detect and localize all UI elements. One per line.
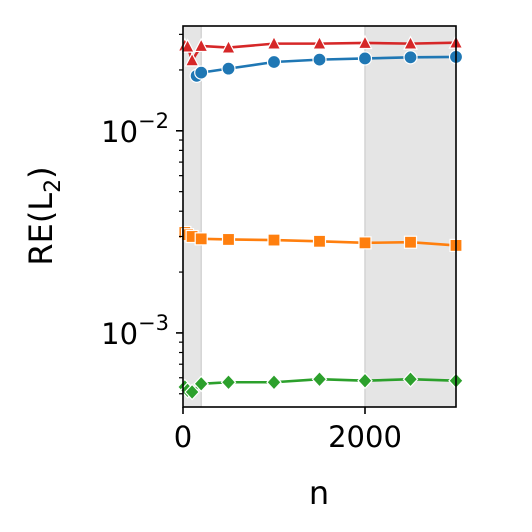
x-tick-label-1: 2000	[328, 420, 402, 454]
series-2-point-6	[312, 234, 327, 248]
series-0-point-6	[312, 35, 327, 50]
series-0-point-3	[193, 37, 209, 53]
x-tick-label-0: 0	[174, 420, 192, 454]
series-3-point-2	[184, 383, 200, 401]
series-1	[189, 49, 464, 83]
series-1-point-5	[357, 51, 373, 66]
y-axis-label-close: )	[22, 166, 60, 178]
series-3	[176, 370, 464, 401]
series-0-point-1	[180, 38, 196, 53]
series-3-point-8	[402, 370, 419, 388]
series-2-point-8	[403, 235, 418, 249]
y-tick-exp-1: −2	[138, 109, 169, 133]
series-1-point-1	[194, 65, 209, 80]
series-3-point-5	[266, 373, 282, 391]
series-3-point-4	[220, 373, 237, 391]
y-tick-base-1: 10	[101, 115, 138, 149]
series-2-point-5	[267, 233, 281, 247]
series-3-point-7	[357, 372, 373, 390]
series-1-point-6	[403, 50, 418, 65]
series-0-point-5	[266, 35, 282, 50]
series-0-point-4	[221, 39, 236, 54]
y-tick-exp-0: −3	[138, 311, 169, 335]
series-1-point-2	[221, 61, 236, 76]
y-axis-label: RE(L2)	[22, 166, 66, 265]
shaded-region-1	[365, 26, 456, 407]
y-axis-label-sub: 2	[41, 179, 66, 193]
y-tick-base-0: 10	[101, 317, 138, 351]
series-2-point-4	[221, 232, 236, 247]
shaded-regions	[183, 26, 456, 407]
y-tick-label-0: 10−3	[101, 311, 169, 351]
series-2-point-3	[194, 232, 208, 246]
series-2-point-7	[358, 236, 372, 250]
series-layer	[176, 34, 464, 401]
y-tick-label-1: 10−2	[101, 109, 169, 149]
series-0-point-2	[184, 52, 200, 67]
series-3-point-3	[193, 375, 210, 393]
series-0-point-8	[403, 35, 418, 50]
plot-frame	[182, 25, 457, 408]
series-2	[178, 225, 463, 253]
series-1-point-3	[266, 54, 282, 70]
series-0-point-7	[357, 34, 373, 50]
series-0-line	[184, 41, 457, 64]
series-1-point-4	[312, 52, 327, 67]
x-axis-label: n	[309, 474, 329, 512]
series-3-point-6	[311, 370, 328, 388]
series-0	[177, 34, 464, 67]
shaded-region-0	[183, 26, 202, 407]
